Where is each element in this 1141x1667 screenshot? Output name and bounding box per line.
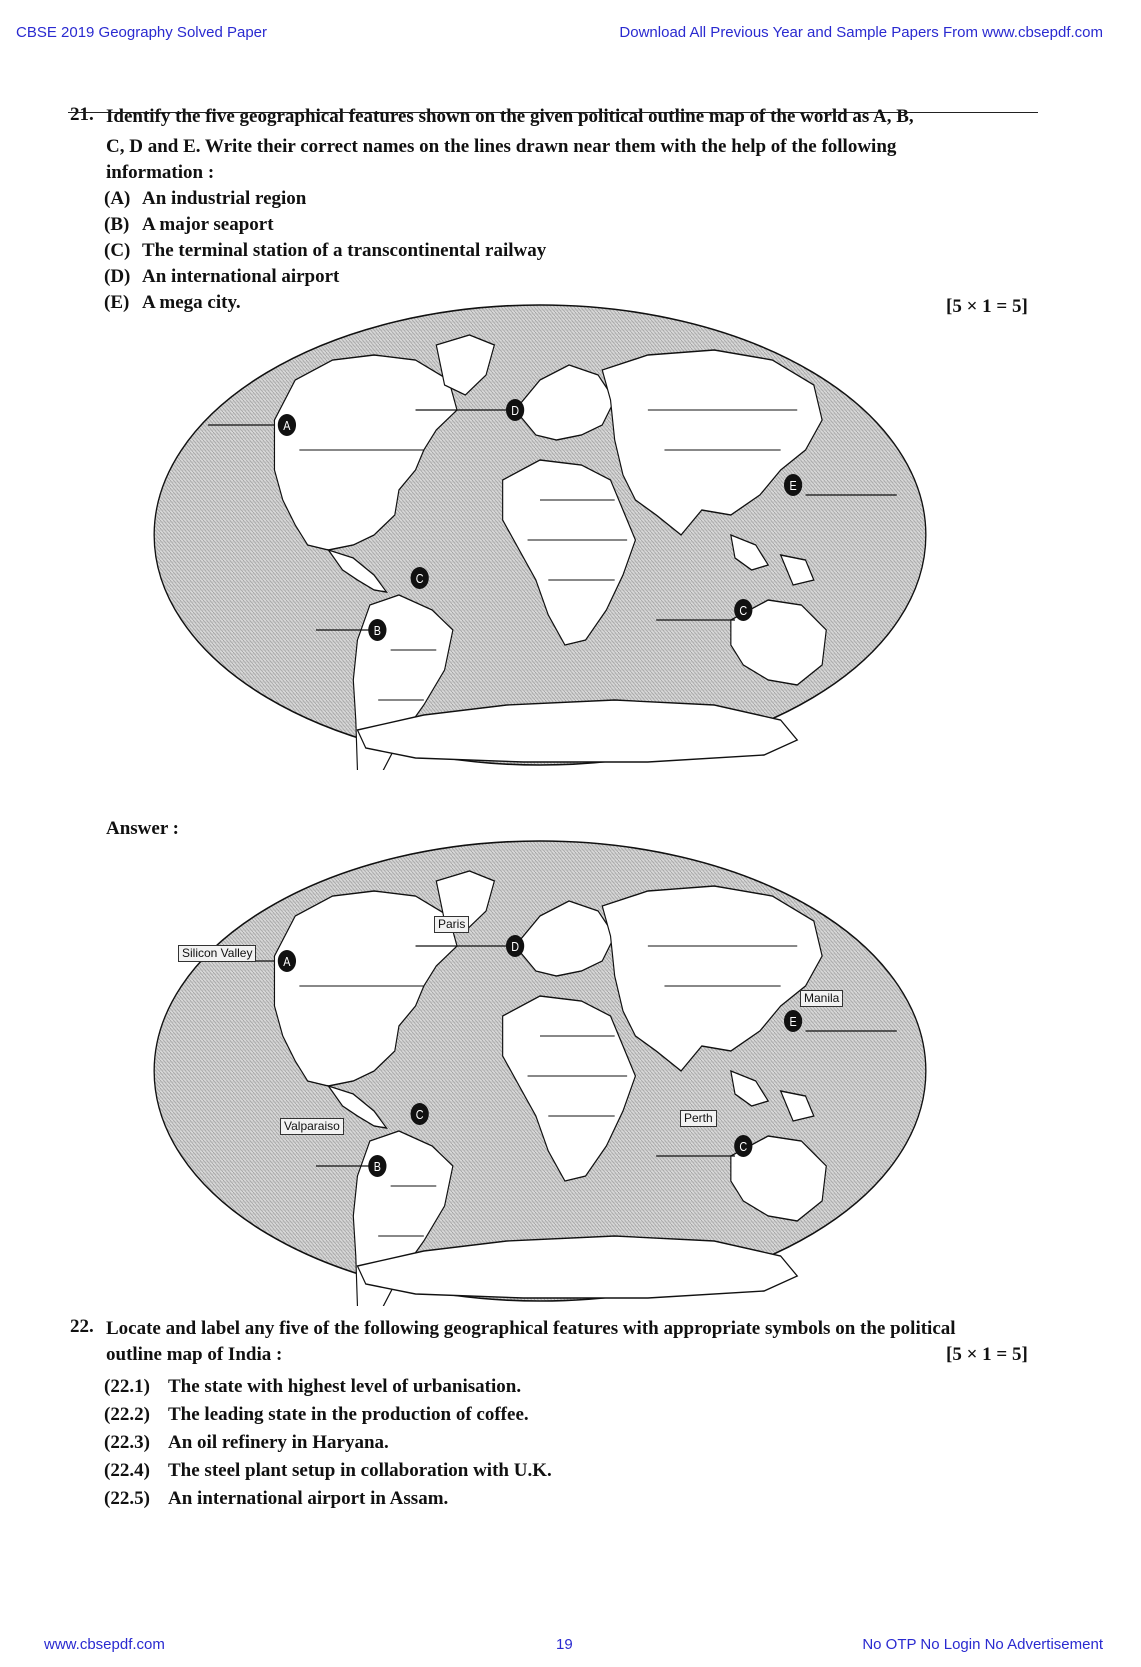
q21-option-c: (C) The terminal station of a transcontin…: [104, 240, 546, 262]
q21-marks: [5 × 1 = 5]: [946, 296, 1028, 317]
q21-option-d: (D) An international airport: [104, 266, 339, 288]
item-text: An international airport in Assam.: [168, 1488, 449, 1509]
answer-marker-d: D: [505, 935, 525, 957]
option-text: The terminal station of a transcontinent…: [142, 240, 547, 261]
q22-line2: outline map of India :: [106, 1344, 283, 1365]
answer-marker-a: A: [277, 950, 297, 972]
q22-item-1: (22.1) The state with highest level of ur…: [104, 1376, 521, 1398]
item-label: (22.1): [104, 1376, 150, 1397]
marker-a-label: A: [283, 954, 290, 969]
option-text: An industrial region: [142, 188, 307, 209]
marker-c-label: C: [739, 1139, 747, 1154]
q21-option-a: (A) An industrial region: [104, 188, 306, 210]
place-label-paris: Paris: [434, 916, 470, 933]
q22-item-4: (22.4) The steel plant setup in collabora…: [104, 1460, 552, 1482]
q21-line1: Identify the five geographical features …: [106, 106, 914, 127]
answer-world-map: A B C C D E: [150, 836, 930, 1306]
place-label-perth: Perth: [680, 1110, 717, 1127]
item-text: The steel plant setup in collaboration w…: [168, 1460, 552, 1481]
q22-line1: Locate and label any five of the followi…: [106, 1318, 956, 1339]
q22-number: 22.: [70, 1316, 94, 1337]
q21-line2: C, D and E. Write their correct names on…: [106, 136, 897, 157]
q22-item-5: (22.5) An international airport in Assam.: [104, 1488, 448, 1510]
item-label: (22.5): [104, 1488, 150, 1509]
option-text: An international airport: [142, 266, 340, 287]
answer-marker-e: E: [783, 1010, 803, 1032]
footer-tagline: No OTP No Login No Advertisement: [862, 1636, 1103, 1653]
q22-item-3: (22.3) An oil refinery in Haryana.: [104, 1432, 389, 1454]
header-title: CBSE 2019 Geography Solved Paper: [16, 24, 267, 41]
option-label: (E): [104, 292, 130, 313]
q21-number: 21.: [70, 104, 94, 125]
marker-c-label: C: [416, 571, 424, 586]
marker-e-label: E: [789, 478, 796, 493]
marker-c-south-america: C: [410, 567, 429, 589]
item-label: (22.3): [104, 1432, 150, 1453]
question-world-map: A B C C D E: [150, 300, 930, 770]
option-text: A major seaport: [142, 214, 274, 235]
answer-marker-c-south-america: C: [410, 1103, 429, 1125]
q21-option-e: (E) A mega city.: [104, 292, 241, 314]
marker-b-label: B: [374, 1159, 381, 1174]
item-text: An oil refinery in Haryana.: [168, 1432, 389, 1453]
marker-b-label: B: [374, 623, 381, 638]
answer-label: Answer :: [106, 818, 180, 839]
place-label-manila: Manila: [800, 990, 844, 1007]
option-label: (B): [104, 214, 130, 235]
answer-marker-c-australia: C: [734, 1135, 753, 1157]
page-number: 19: [556, 1636, 573, 1653]
header-download-link[interactable]: Download All Previous Year and Sample Pa…: [619, 24, 1103, 41]
marker-c-australia: C: [734, 599, 753, 621]
marker-a-label: A: [283, 418, 290, 433]
marker-c-label: C: [739, 603, 747, 618]
marker-e: E: [783, 474, 803, 496]
place-label-valparaiso: Valparaiso: [280, 1118, 344, 1135]
marker-d-label: D: [511, 939, 519, 954]
item-text: The state with highest level of urbanisa…: [168, 1376, 522, 1397]
item-label: (22.2): [104, 1404, 150, 1425]
item-text: The leading state in the production of c…: [168, 1404, 529, 1425]
q21-option-b: (B) A major seaport: [104, 214, 274, 236]
q22-item-2: (22.2) The leading state in the productio…: [104, 1404, 529, 1426]
option-label: (A): [104, 188, 131, 209]
answer-marker-b: B: [368, 1155, 387, 1177]
q21-underline: [68, 112, 1038, 113]
marker-d: D: [505, 399, 525, 421]
option-text: A mega city.: [142, 292, 241, 313]
marker-c-label: C: [416, 1107, 424, 1122]
item-label: (22.4): [104, 1460, 150, 1481]
marker-e-label: E: [789, 1014, 796, 1029]
q21-line3: information :: [106, 162, 215, 183]
marker-a: A: [277, 414, 297, 436]
marker-b: B: [368, 619, 387, 641]
footer-site-link[interactable]: www.cbsepdf.com: [44, 1636, 165, 1653]
option-label: (D): [104, 266, 131, 287]
place-label-silicon-valley: Silicon Valley: [178, 945, 257, 962]
q22-marks: [5 × 1 = 5]: [946, 1344, 1028, 1365]
option-label: (C): [104, 240, 131, 261]
marker-d-label: D: [511, 403, 519, 418]
